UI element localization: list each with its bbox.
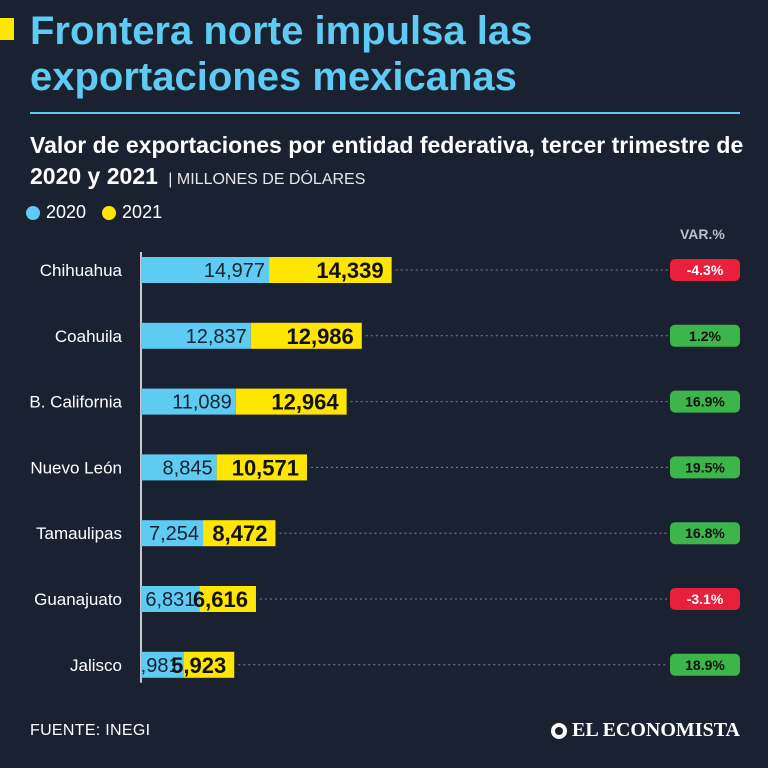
bar-2020 (141, 388, 236, 415)
units-label: | MILLONES DE DÓLARES (168, 171, 366, 188)
data-label-2021: 12,964 (271, 390, 339, 415)
data-label-2020: 12,837 (186, 326, 247, 348)
data-label-2021: 5,923 (171, 653, 226, 678)
variation-badge (670, 456, 740, 479)
category-label: B. California (29, 393, 122, 412)
category-label: Jalisco (70, 656, 122, 675)
bar-2021 (216, 454, 308, 481)
bar-2020 (141, 651, 184, 678)
category-label: Guanajuato (34, 590, 122, 609)
bar-2021 (250, 322, 362, 349)
data-label-2020: 11,089 (172, 392, 232, 414)
variation-badge (670, 522, 740, 545)
bar-2020 (141, 322, 251, 349)
variation-label: -3.1% (687, 591, 724, 607)
data-label-2021: 12,986 (286, 324, 353, 349)
bar-2020 (141, 257, 270, 283)
legend: 2020 2021 (26, 202, 178, 223)
bar-2021 (199, 586, 256, 612)
chart-subtitle: Valor de exportaciones por entidad feder… (30, 130, 750, 195)
title-accent-bar (0, 18, 14, 40)
source-note: FUENTE: INEGI (30, 722, 151, 739)
legend-item-2020: 2020 (26, 202, 86, 223)
subtitle-text: Valor de exportaciones por entidad feder… (30, 132, 744, 189)
data-label-2020: 8,845 (163, 457, 213, 479)
variation-label: 1.2% (689, 328, 721, 344)
brand-name: EL ECONOMISTA (572, 719, 740, 741)
variation-badge (670, 653, 740, 676)
title-divider (30, 112, 740, 114)
variation-label: 19.5% (685, 459, 725, 475)
data-label-2020: 14,977 (204, 260, 265, 282)
variation-badge (670, 588, 740, 610)
legend-label-2021: 2021 (122, 202, 163, 222)
bar-2020 (141, 454, 217, 481)
data-label-2021: 6,616 (193, 587, 248, 612)
data-label-2021: 10,571 (232, 455, 299, 480)
bar-2020 (141, 520, 204, 547)
variation-label: 16.9% (685, 394, 725, 410)
bar-2021 (183, 651, 235, 678)
bar-2021 (203, 520, 276, 547)
data-label-2020: 7,254 (149, 523, 199, 545)
data-label-2020: 6,831 (145, 589, 195, 611)
bar-2021 (269, 257, 392, 283)
data-label-2021: 14,339 (316, 258, 383, 283)
chart-title: Frontera norte impulsa las exportaciones… (30, 9, 533, 99)
variation-label: 16.8% (685, 525, 725, 541)
category-label: Coahuila (55, 327, 123, 346)
legend-label-2020: 2020 (46, 202, 87, 222)
variation-badge (670, 324, 740, 347)
legend-dot-2021 (102, 205, 117, 220)
variation-label: 18.9% (685, 657, 725, 673)
category-label: Chihuahua (40, 261, 123, 280)
legend-dot-2020 (26, 205, 40, 220)
legend-item-2021: 2021 (102, 202, 162, 223)
brand-mark-icon (551, 722, 567, 739)
data-label-2021: 8,472 (212, 521, 267, 546)
variation-label: -4.3% (687, 262, 724, 278)
data-label-2020: 4,981 (130, 655, 180, 677)
bar-2021 (235, 388, 347, 415)
variation-header: VAR.% (680, 226, 725, 242)
bar-2020 (141, 586, 200, 612)
category-label: Nuevo León (30, 458, 122, 477)
variation-badge (670, 390, 740, 413)
variation-badge (670, 259, 740, 281)
category-label: Tamaulipas (36, 524, 122, 543)
brand-logo: EL ECONOMISTA (551, 719, 740, 742)
